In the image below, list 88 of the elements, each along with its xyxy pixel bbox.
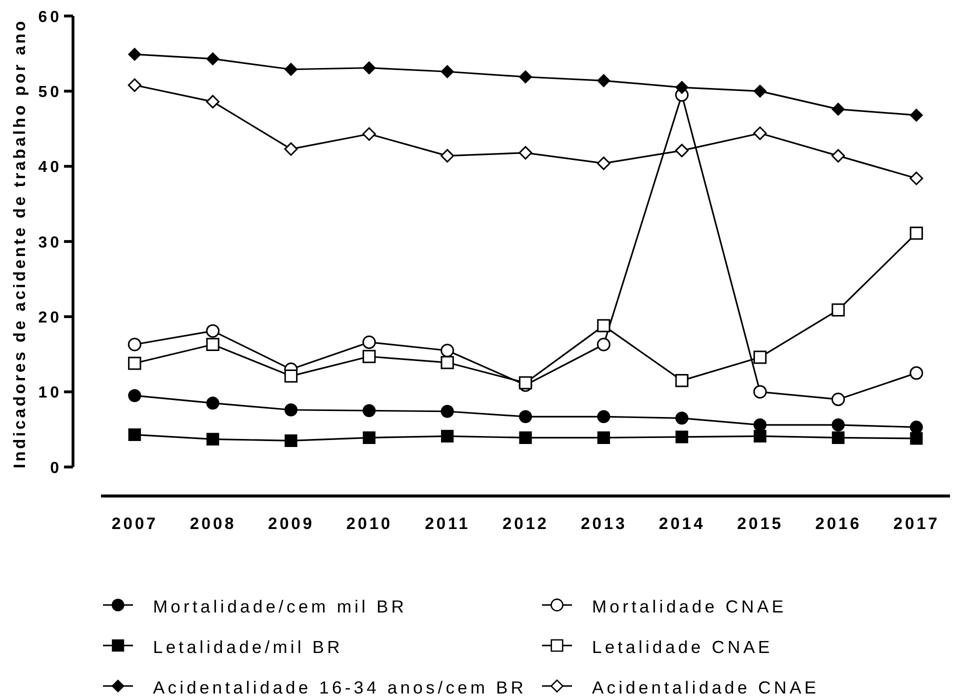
y-tick-label: 0: [50, 460, 62, 477]
point: [832, 102, 845, 116]
point: [675, 374, 688, 388]
point: [206, 94, 220, 108]
point: [910, 226, 923, 240]
point: [128, 356, 142, 370]
legend-label: Mortalidade/cem mil BR: [153, 596, 407, 616]
legend-label: Letalidade/mil BR: [153, 637, 343, 657]
point: [753, 350, 767, 364]
point: [910, 432, 923, 445]
point: [518, 146, 532, 160]
point: [440, 404, 454, 418]
point: [128, 78, 142, 92]
x-tick-label: 2013: [580, 515, 628, 533]
point: [597, 319, 610, 332]
point: [910, 366, 924, 380]
point: [284, 434, 298, 448]
point: [284, 369, 298, 383]
point: [596, 338, 610, 352]
point: [206, 396, 220, 410]
x-tick-label: 2012: [502, 515, 549, 533]
point: [128, 428, 141, 441]
point: [675, 144, 689, 158]
point: [284, 62, 298, 76]
x-tick-label: 2007: [112, 515, 158, 533]
x-tick-label: 2014: [658, 515, 706, 533]
point: [440, 356, 454, 370]
point: [128, 48, 142, 61]
point: [597, 410, 610, 424]
x-tick-label: 2017: [893, 515, 940, 533]
point: [441, 430, 454, 442]
y-axis-title: Indicadores de acidente de trabalho por ano: [11, 18, 29, 468]
point: [206, 338, 220, 352]
y-tick-label: 10: [38, 384, 62, 402]
x-tick-label: 2016: [815, 515, 862, 533]
point: [519, 431, 532, 444]
point: [206, 52, 220, 66]
y-tick-label: 50: [38, 84, 62, 101]
point: [362, 61, 376, 74]
point: [362, 431, 376, 444]
point: [362, 350, 376, 364]
point: [675, 80, 688, 94]
point: [518, 376, 532, 390]
point: [440, 65, 454, 78]
point: [362, 127, 376, 141]
y-tick-label: 30: [38, 234, 62, 252]
legend-label: Acidentalidade CNAE: [592, 678, 820, 697]
y-tick-label: 40: [38, 159, 62, 176]
point: [597, 74, 610, 88]
point: [753, 126, 767, 140]
y-tick-label: 20: [38, 309, 62, 326]
point: [754, 418, 767, 432]
point: [128, 389, 142, 402]
legend-label: Mortalidade CNAE: [592, 596, 787, 616]
point: [676, 430, 688, 444]
point: [128, 338, 142, 352]
point: [832, 303, 845, 316]
point: [831, 149, 845, 163]
legend-label: Letalidade CNAE: [592, 637, 773, 657]
point: [831, 392, 845, 406]
point: [754, 84, 767, 98]
point: [753, 385, 767, 399]
point: [440, 344, 454, 358]
point: [596, 156, 610, 170]
point: [675, 412, 688, 425]
y-tick-label: 60: [38, 8, 62, 26]
legend-label: Acidentalidade 16-34 anos/cem BR: [153, 678, 527, 697]
point: [362, 404, 376, 418]
x-tick-label: 2011: [424, 515, 470, 533]
x-tick-label: 2010: [346, 515, 393, 533]
point: [440, 149, 454, 163]
point: [284, 142, 298, 156]
point: [832, 431, 845, 444]
point: [206, 324, 220, 338]
point: [832, 418, 845, 432]
point: [519, 70, 532, 84]
point: [284, 403, 298, 416]
x-tick-label: 2015: [737, 515, 784, 533]
point: [206, 432, 220, 446]
x-tick-label: 2008: [190, 515, 236, 533]
point: [597, 431, 610, 444]
point: [910, 420, 923, 434]
x-tick-label: 2009: [268, 515, 314, 533]
point: [519, 410, 532, 424]
point: [362, 335, 376, 349]
point: [910, 172, 924, 186]
point: [754, 430, 766, 442]
point: [910, 108, 923, 122]
